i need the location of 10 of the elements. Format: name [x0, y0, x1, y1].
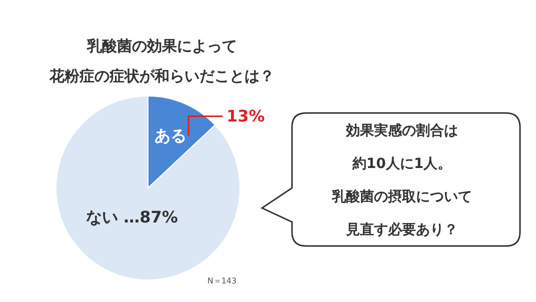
annotation: 乳酸菌の摂取について	[332, 189, 472, 205]
annotation: N＝143	[207, 276, 237, 286]
annotation: 見直す必要あり？	[346, 222, 458, 238]
category: ない …87%	[86, 208, 178, 226]
annotation: 効果実感の割合は	[346, 123, 458, 139]
value-label: 13%	[226, 106, 265, 126]
annotation: 約10人に1人。	[352, 156, 452, 172]
category: ある	[154, 126, 187, 146]
title: 乳酸菌の効果によって	[87, 37, 237, 55]
subtitle: 花粉症の症状が和らいだことは？	[50, 67, 274, 85]
